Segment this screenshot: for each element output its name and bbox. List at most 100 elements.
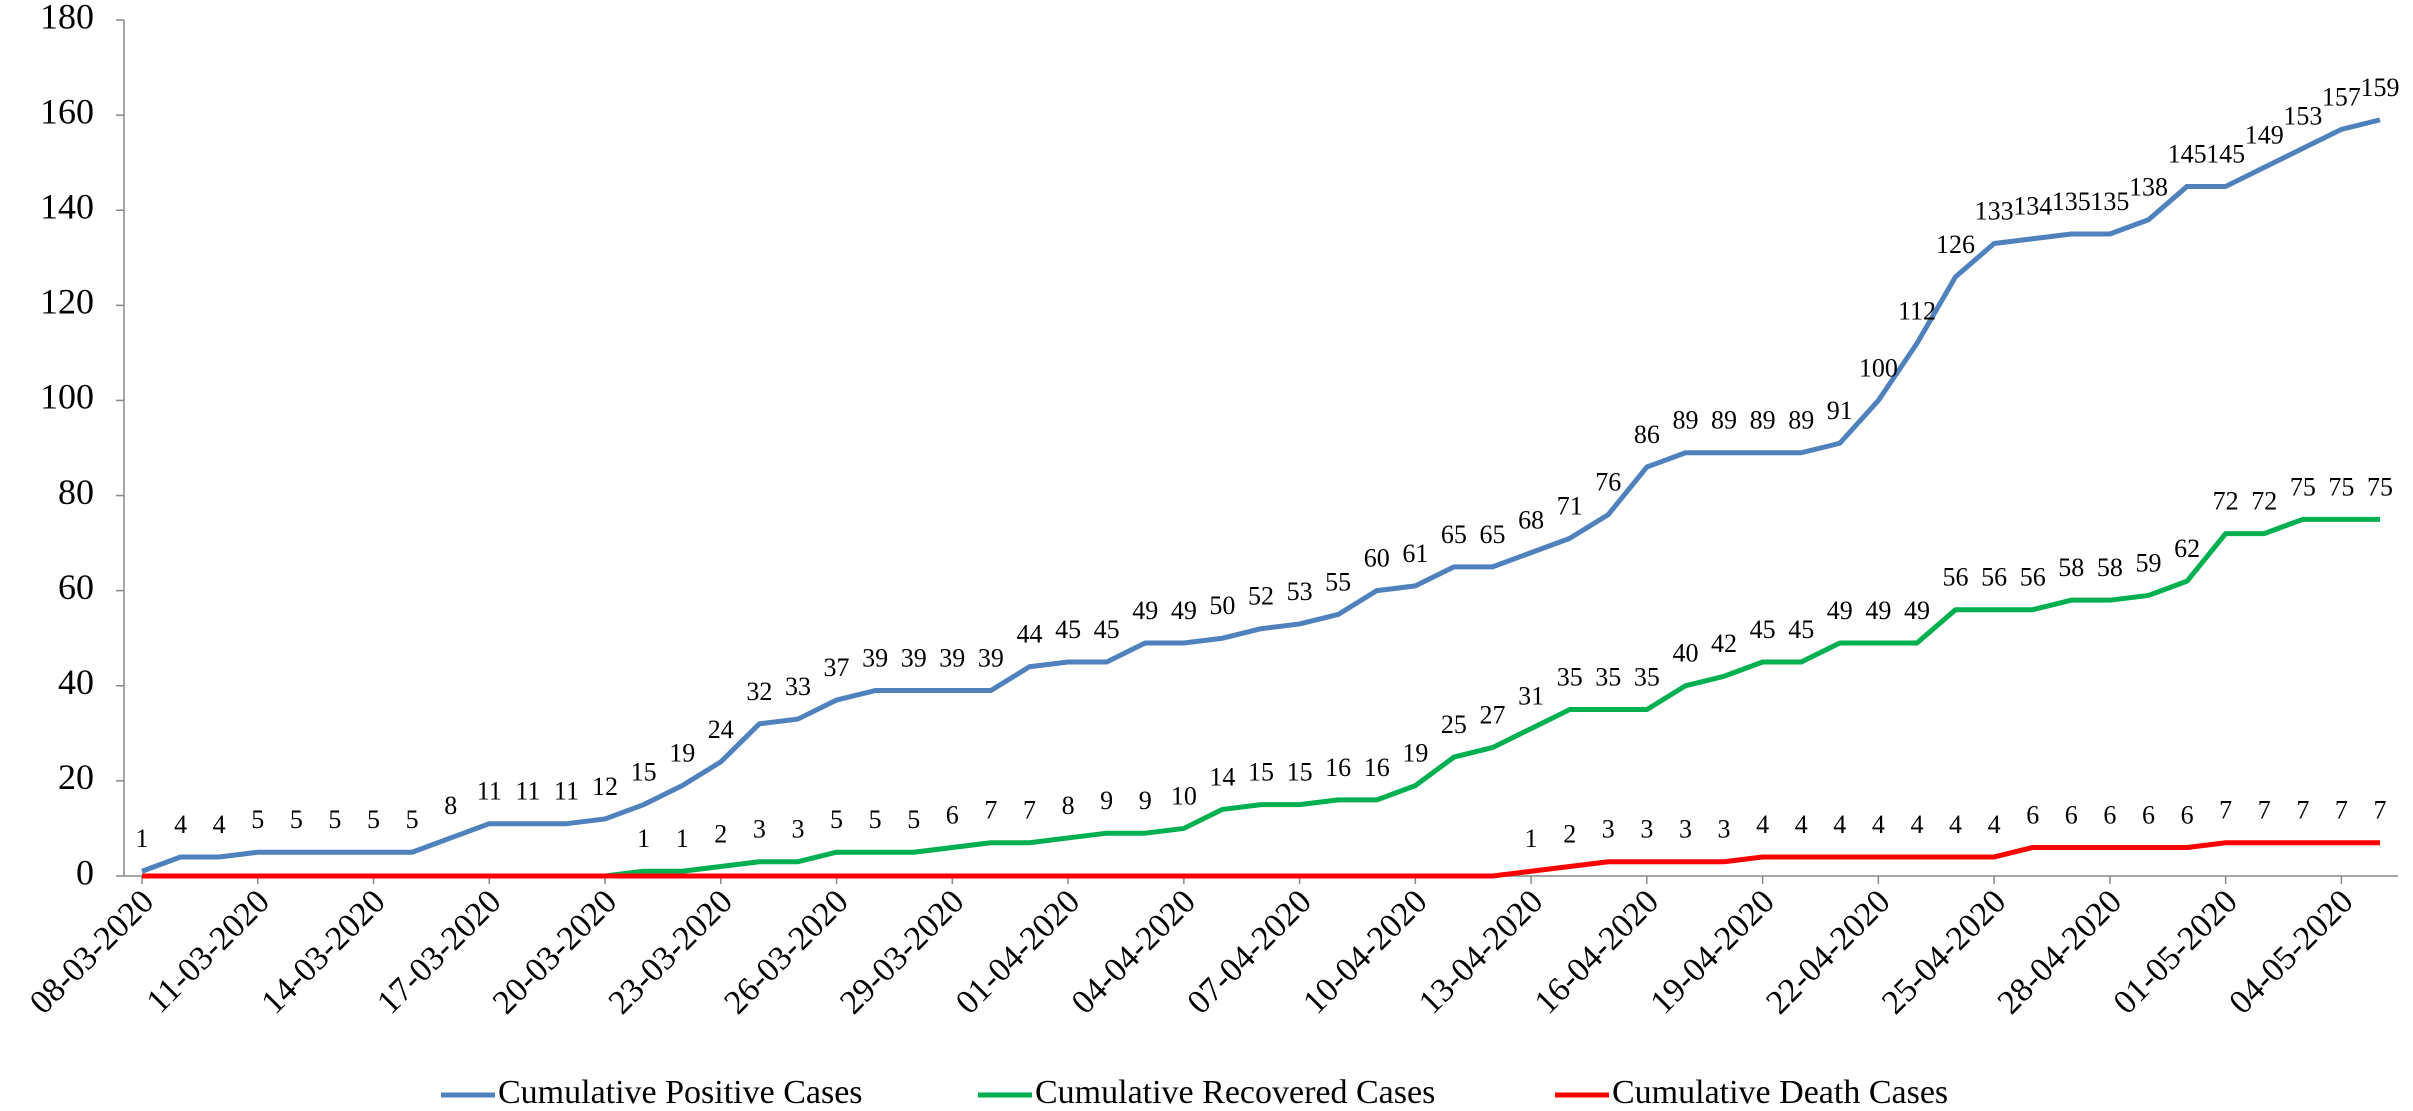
data-label: 89	[1750, 406, 1776, 435]
data-label: 100	[1859, 353, 1898, 382]
data-label: 6	[2103, 800, 2116, 829]
y-tick-label: 180	[40, 0, 94, 36]
y-tick-label: 80	[58, 472, 94, 512]
data-label: 60	[1364, 544, 1390, 573]
data-label: 6	[2181, 800, 2194, 829]
data-label: 58	[2058, 553, 2084, 582]
data-label: 7	[2374, 796, 2387, 825]
data-label: 52	[1248, 582, 1274, 611]
data-label: 89	[1672, 406, 1698, 435]
data-label: 134	[2013, 192, 2052, 221]
data-label: 39	[978, 644, 1004, 673]
data-label: 49	[1827, 596, 1853, 625]
x-tick-label: 28-04-2020	[1991, 883, 2129, 1021]
data-label: 75	[2328, 472, 2354, 501]
y-tick-label: 60	[58, 567, 94, 607]
data-label: 7	[1023, 796, 1036, 825]
data-label: 76	[1595, 468, 1621, 497]
data-label: 72	[2213, 487, 2239, 516]
data-label: 126	[1936, 230, 1975, 259]
data-label: 2	[714, 819, 727, 848]
data-label: 5	[406, 805, 419, 834]
x-tick-label: 14-03-2020	[254, 883, 392, 1021]
data-label: 133	[1975, 196, 2014, 225]
data-label: 157	[2322, 82, 2361, 111]
data-label: 71	[1557, 491, 1583, 520]
data-label: 3	[791, 815, 804, 844]
data-label: 49	[1904, 596, 1930, 625]
data-label: 53	[1287, 577, 1313, 606]
data-label: 89	[1788, 406, 1814, 435]
data-label: 25	[1441, 710, 1467, 739]
data-label: 4	[1988, 810, 2001, 839]
data-label: 135	[2090, 187, 2129, 216]
x-tick-label: 22-04-2020	[1759, 883, 1897, 1021]
y-tick-label: 0	[76, 852, 94, 892]
data-label: 1	[1525, 824, 1538, 853]
data-label: 61	[1402, 539, 1428, 568]
y-tick-label: 40	[58, 662, 94, 702]
x-tick-label: 29-03-2020	[833, 883, 971, 1021]
data-label: 31	[1518, 682, 1544, 711]
data-label: 49	[1132, 596, 1158, 625]
data-label: 19	[1402, 739, 1428, 768]
data-label: 35	[1557, 663, 1583, 692]
y-tick-label: 160	[40, 91, 94, 131]
x-tick-label: 11-03-2020	[139, 883, 276, 1020]
x-tick-label: 16-04-2020	[1528, 883, 1666, 1021]
data-label: 5	[251, 805, 264, 834]
data-label: 7	[2258, 796, 2271, 825]
data-label: 4	[1833, 810, 1846, 839]
x-tick-label: 26-03-2020	[717, 883, 855, 1021]
data-label: 49	[1171, 596, 1197, 625]
data-label: 7	[984, 796, 997, 825]
data-label: 7	[2219, 796, 2232, 825]
data-label: 9	[1100, 786, 1113, 815]
data-label: 6	[2142, 800, 2155, 829]
x-tick-label: 07-04-2020	[1180, 883, 1318, 1021]
data-label: 62	[2174, 534, 2200, 563]
data-label: 1	[676, 824, 689, 853]
data-label: 72	[2251, 487, 2277, 516]
y-tick-label: 20	[58, 757, 94, 797]
data-label: 58	[2097, 553, 2123, 582]
data-label: 86	[1634, 420, 1660, 449]
x-tick-label: 08-03-2020	[23, 883, 161, 1021]
x-tick-label: 04-05-2020	[2222, 883, 2360, 1021]
data-label: 32	[746, 677, 772, 706]
data-label: 10	[1171, 781, 1197, 810]
data-label: 45	[1750, 615, 1776, 644]
data-label: 112	[1898, 296, 1936, 325]
x-tick-label: 23-03-2020	[602, 883, 740, 1021]
data-label: 3	[753, 815, 766, 844]
data-label: 35	[1595, 663, 1621, 692]
legend-label: Cumulative Positive Cases	[498, 1074, 863, 1111]
x-tick-label: 25-04-2020	[1875, 883, 2013, 1021]
data-label: 8	[1062, 791, 1075, 820]
data-label: 4	[213, 810, 226, 839]
data-label: 3	[1640, 815, 1653, 844]
data-label: 6	[2065, 800, 2078, 829]
data-label: 145	[2168, 139, 2207, 168]
x-tick-label: 04-04-2020	[1065, 883, 1203, 1021]
data-label: 27	[1480, 701, 1506, 730]
data-label: 37	[824, 653, 850, 682]
data-label: 4	[1795, 810, 1808, 839]
data-label: 39	[862, 644, 888, 673]
data-label: 15	[631, 758, 657, 787]
data-label: 35	[1634, 663, 1660, 692]
data-label: 3	[1679, 815, 1692, 844]
data-label: 159	[2361, 73, 2400, 102]
data-label: 42	[1711, 629, 1737, 658]
data-label: 44	[1016, 620, 1042, 649]
x-tick-label: 13-04-2020	[1412, 883, 1550, 1021]
data-label: 56	[1981, 563, 2007, 592]
y-tick-label: 100	[40, 377, 94, 417]
data-label: 11	[477, 777, 502, 806]
data-label: 39	[901, 644, 927, 673]
data-label: 65	[1480, 520, 1506, 549]
data-label: 8	[444, 791, 457, 820]
y-tick-label: 120	[40, 282, 94, 322]
data-label: 5	[290, 805, 303, 834]
